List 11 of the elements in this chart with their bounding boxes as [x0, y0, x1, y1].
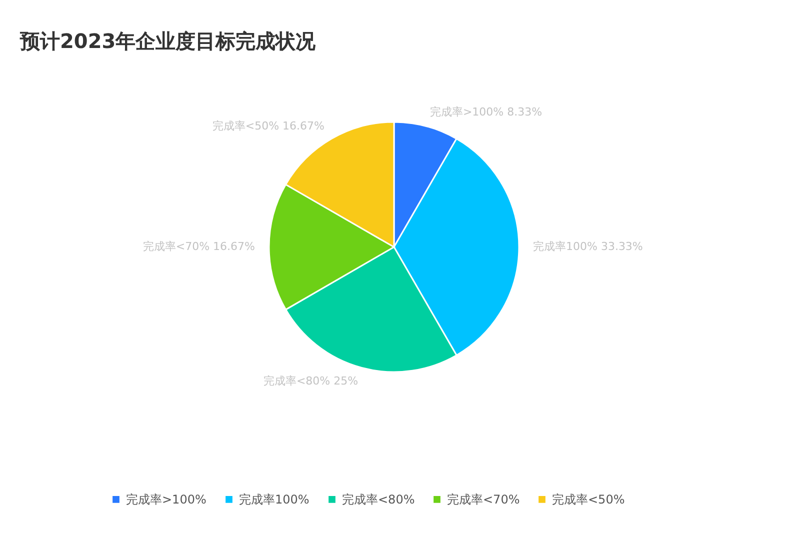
category-label: 完成率>100% 8.33%	[430, 106, 542, 119]
category-label: 完成率<50% 16.67%	[212, 120, 324, 133]
chart-title: 预计2023年企业度目标完成状况	[19, 29, 317, 53]
category-label: 完成率<80% 25%	[263, 374, 358, 388]
legend-label: 完成率<80%	[342, 492, 415, 506]
legend-label: 完成率<50%	[552, 492, 625, 506]
category-label: 完成率<70% 16.67%	[142, 240, 255, 254]
legend-label: 完成率>100%	[126, 492, 206, 506]
legend-label: 完成率100%	[239, 492, 310, 506]
legend-label: 完成率<70%	[447, 492, 520, 506]
category-label: 完成率100% 33.33%	[533, 240, 643, 253]
